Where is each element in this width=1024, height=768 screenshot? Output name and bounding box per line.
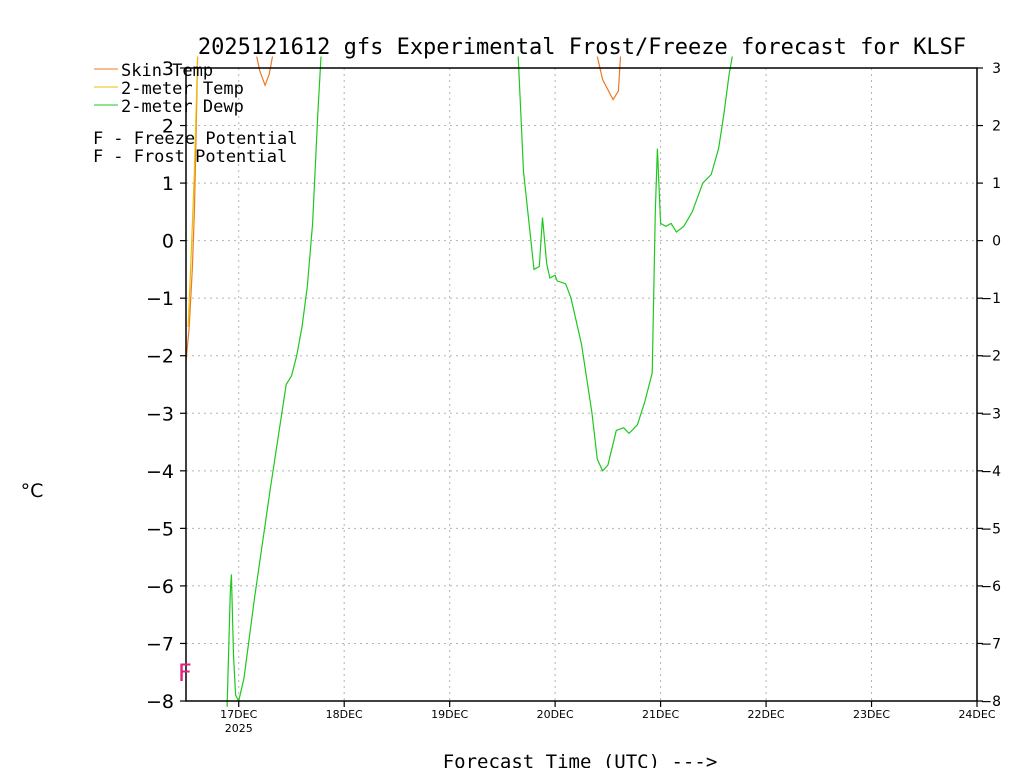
y-tick-label-right: 2 — [992, 119, 1001, 135]
legend-2m-temp: 2-meter Temp — [121, 79, 244, 99]
series-line-2-meter-temp — [187, 56, 199, 328]
series-line-2-meter-dewp — [226, 56, 322, 707]
y-tick-label-left: 1 — [162, 173, 174, 195]
frost-potential-marker: F — [93, 147, 103, 167]
freeze-potential-label: - Freeze Potential — [103, 129, 297, 149]
x-tick-label: 24DEC — [958, 708, 995, 721]
x-tick-label: 23DEC — [853, 708, 890, 721]
y-tick-label-left: 0 — [162, 231, 174, 253]
y-tick-label-left: 2 — [162, 116, 174, 138]
y-tick-label-left: −3 — [146, 403, 174, 425]
y-tick-label-left: −7 — [146, 633, 174, 655]
y-tick-label-left: −4 — [146, 461, 174, 483]
y-axis-label: °C — [21, 480, 44, 502]
x-tick-label: 19DEC — [431, 708, 468, 721]
y-tick-label-left: 3 — [162, 58, 174, 80]
y-tick-label-right: −7 — [980, 636, 1001, 652]
y-tick-label-left: −2 — [146, 346, 174, 368]
x-axis-label: Forecast Time (UTC) ---> — [443, 751, 718, 768]
y-tick-label-right: −2 — [980, 349, 1001, 365]
y-tick-label-right: 3 — [992, 61, 1001, 77]
y-tick-label-right: 0 — [992, 234, 1001, 250]
series-line-skin-temp — [256, 56, 274, 88]
legend-skin-temp: Skin Temp — [121, 61, 213, 81]
series-lines — [185, 56, 733, 707]
y-tick-label-right: 1 — [992, 176, 1001, 192]
x-tick-label: 17DEC — [220, 708, 257, 721]
y-tick-label-right: −8 — [980, 694, 1001, 710]
series-line-2-meter-dewp — [517, 56, 733, 472]
series-line-skin-temp — [596, 56, 622, 101]
legend-2m-dewp: 2-meter Dewp — [121, 97, 244, 117]
y-tick-label-right: −1 — [980, 291, 1001, 307]
potential-markers: F — [178, 659, 192, 687]
y-tick-label-left: −8 — [146, 691, 174, 713]
x-tick-label: 21DEC — [642, 708, 679, 721]
frost-potential-label: - Frost Potential — [103, 147, 287, 167]
legend: Skin Temp 2-meter Temp 2-meter Dewp F - … — [93, 61, 297, 167]
x-tick-label: 22DEC — [748, 708, 785, 721]
plot-frame — [185, 67, 978, 702]
y-tick-label-left: −6 — [146, 576, 174, 598]
y-tick-label-right: −5 — [980, 521, 1001, 537]
y-tick-label-right: −6 — [980, 579, 1001, 595]
y-tick-label-left: −5 — [146, 518, 174, 540]
grid-lines — [186, 68, 977, 701]
x-tick-sublabel: 2025 — [225, 722, 253, 735]
y-axis-ticks: −8 −8 −7 −7 −6 −6 −5 −5 −4 −4 −3 −3 −2 −2 −1 −1 0 0 1 1 2 2 3 3 — [146, 58, 1001, 713]
freeze-potential-flag: F — [178, 659, 192, 687]
x-tick-label: 20DEC — [537, 708, 574, 721]
y-tick-label-right: −3 — [980, 406, 1001, 422]
y-tick-label-left: −1 — [146, 288, 174, 310]
freeze-potential-marker: F — [93, 129, 103, 149]
y-tick-label-right: −4 — [980, 464, 1001, 480]
x-tick-label: 18DEC — [326, 708, 363, 721]
chart-title: 2025121612 gfs Experimental Frost/Freeze… — [198, 35, 966, 60]
